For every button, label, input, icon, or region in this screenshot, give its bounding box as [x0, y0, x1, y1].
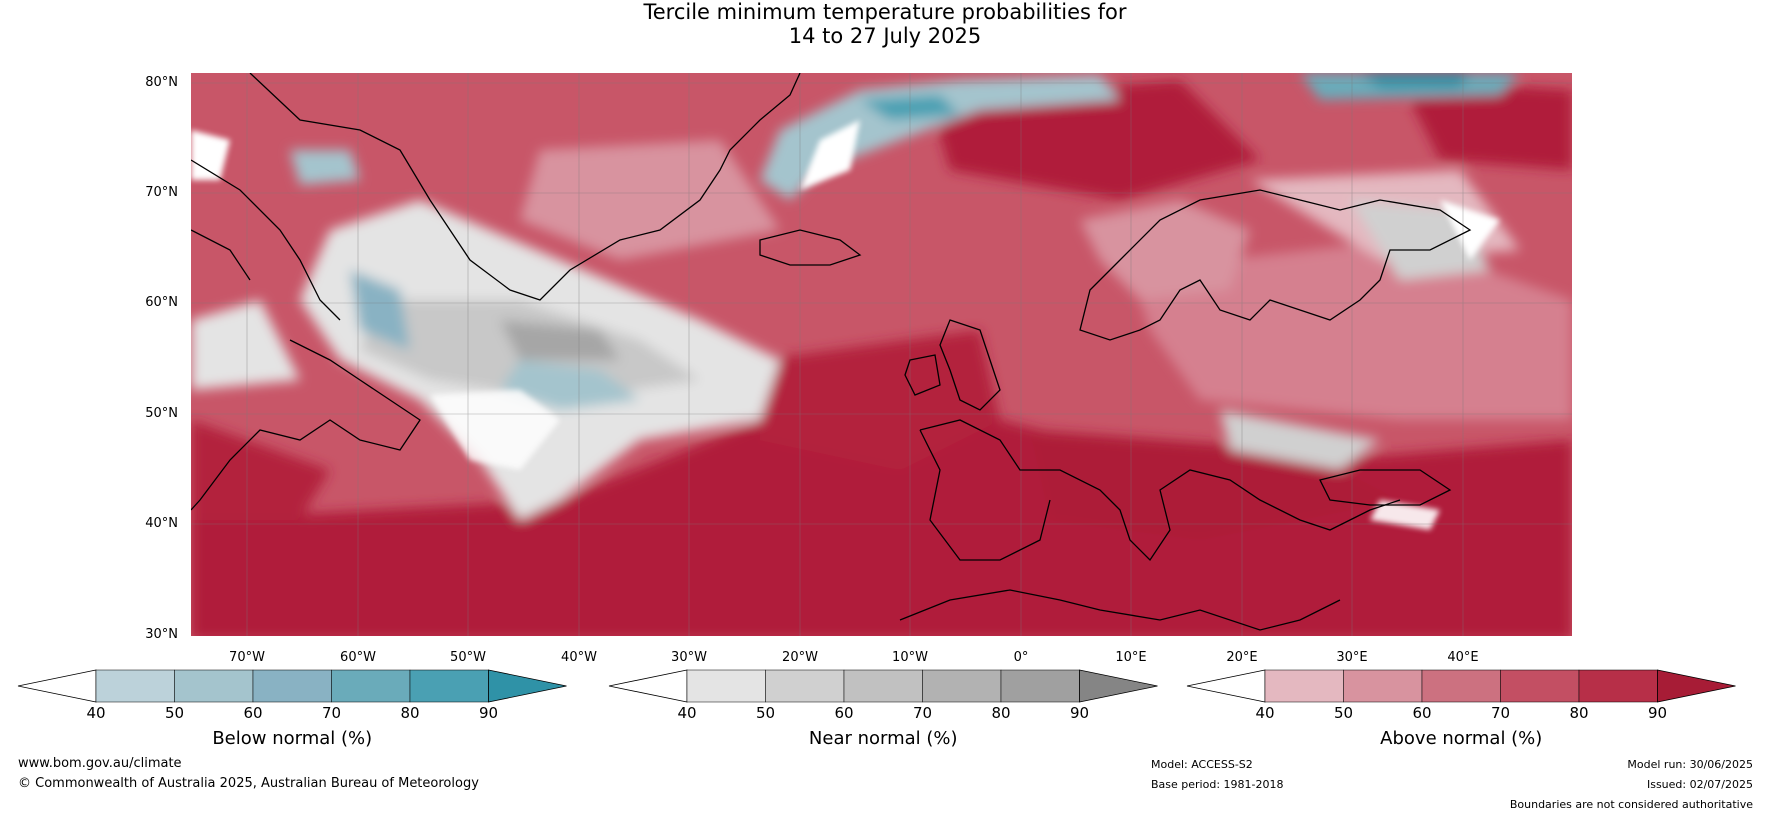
lat-label-50: 50°N [145, 406, 178, 421]
near-tick-label: 80 [991, 704, 1011, 722]
above-colorbar-segment [1343, 669, 1423, 703]
lon-label-40w: 40°W [561, 650, 597, 665]
above-tick-label: 90 [1647, 704, 1668, 722]
near-colorbar-segment [922, 669, 1002, 703]
map-title: Tercile minimum temperature probabilitie… [0, 0, 1770, 48]
lon-label-50w: 50°W [450, 650, 486, 665]
near-colorbar-low-extend [608, 669, 688, 703]
lon-label-30w: 30°W [671, 650, 707, 665]
below-colorbar-segment [95, 669, 175, 703]
copyright-text: © Commonwealth of Australia 2025, Austra… [18, 776, 479, 791]
below-colorbar-segment [331, 669, 411, 703]
lon-label-10w: 10°W [892, 650, 928, 665]
below-colorbar-low-extend [17, 669, 97, 703]
near-tick-label: 90 [1069, 704, 1090, 722]
below-tick-label: 40 [86, 704, 106, 722]
near-legend-title: Near normal (%) [808, 728, 958, 749]
website-text: www.bom.gov.au/climate [18, 756, 182, 771]
base-period-text: Base period: 1981-2018 [1151, 778, 1284, 791]
above-tick-label: 60 [1412, 704, 1432, 722]
above-tick-label: 70 [1490, 704, 1511, 722]
probability-field [191, 73, 1572, 636]
near-tick-label: 60 [834, 704, 854, 722]
lat-label-60: 60°N [145, 295, 178, 310]
above-tick-label: 50 [1333, 704, 1354, 722]
below-colorbar-segment [174, 669, 254, 703]
lon-label-30e: 30°E [1336, 650, 1368, 665]
above-tick-label: 80 [1569, 704, 1589, 722]
near-colorbar-segment [686, 669, 766, 703]
coastlines [191, 73, 1472, 631]
near-colorbar-segment [1000, 669, 1080, 703]
above-colorbar-segment [1421, 669, 1501, 703]
below-tick-label: 50 [164, 704, 185, 722]
below-legend-title: Below normal (%) [212, 728, 373, 749]
lat-label-80: 80°N [145, 75, 178, 90]
below-tick-label: 80 [400, 704, 420, 722]
lon-label-10e: 10°E [1115, 650, 1147, 665]
above-colorbar-segment [1264, 669, 1344, 703]
lon-label-0: 0° [1013, 650, 1029, 665]
near-tick-label: 50 [755, 704, 776, 722]
lon-label-70w: 70°W [229, 650, 265, 665]
near-tick-label: 40 [677, 704, 697, 722]
lat-label-30: 30°N [145, 627, 178, 642]
lat-label-70: 70°N [145, 185, 178, 200]
model-text: Model: ACCESS-S2 [1151, 758, 1253, 771]
near-colorbar-high-extend [1079, 669, 1158, 703]
near-colorbar-segment [765, 669, 845, 703]
below-colorbar-segment [252, 669, 332, 703]
above-tick-label: 40 [1255, 704, 1275, 722]
near-tick-label: 70 [912, 704, 933, 722]
above-colorbar-low-extend [1186, 669, 1266, 703]
above-colorbar-high-extend [1657, 669, 1736, 703]
model-run-text: Model run: 30/06/2025 [1627, 758, 1753, 771]
lon-label-60w: 60°W [340, 650, 376, 665]
lat-label-40: 40°N [145, 516, 178, 531]
below-tick-label: 90 [478, 704, 499, 722]
below-colorbar-segment [409, 669, 489, 703]
issued-text: Issued: 02/07/2025 [1646, 778, 1753, 791]
lon-label-40e: 40°E [1447, 650, 1479, 665]
colorbars [17, 669, 1736, 703]
below-tick-label: 60 [243, 704, 263, 722]
lon-label-20e: 20°E [1226, 650, 1258, 665]
disclaimer-text: Boundaries are not considered authoritat… [1509, 798, 1753, 811]
above-colorbar-segment [1578, 669, 1658, 703]
title-line-1: Tercile minimum temperature probabilitie… [643, 0, 1127, 24]
above-legend-title: Above normal (%) [1380, 728, 1543, 749]
below-colorbar-high-extend [488, 669, 567, 703]
near-colorbar-segment [843, 669, 923, 703]
above-colorbar-segment [1500, 669, 1580, 703]
below-tick-label: 70 [321, 704, 342, 722]
title-line-2: 14 to 27 July 2025 [788, 24, 982, 48]
lon-label-20w: 20°W [782, 650, 818, 665]
